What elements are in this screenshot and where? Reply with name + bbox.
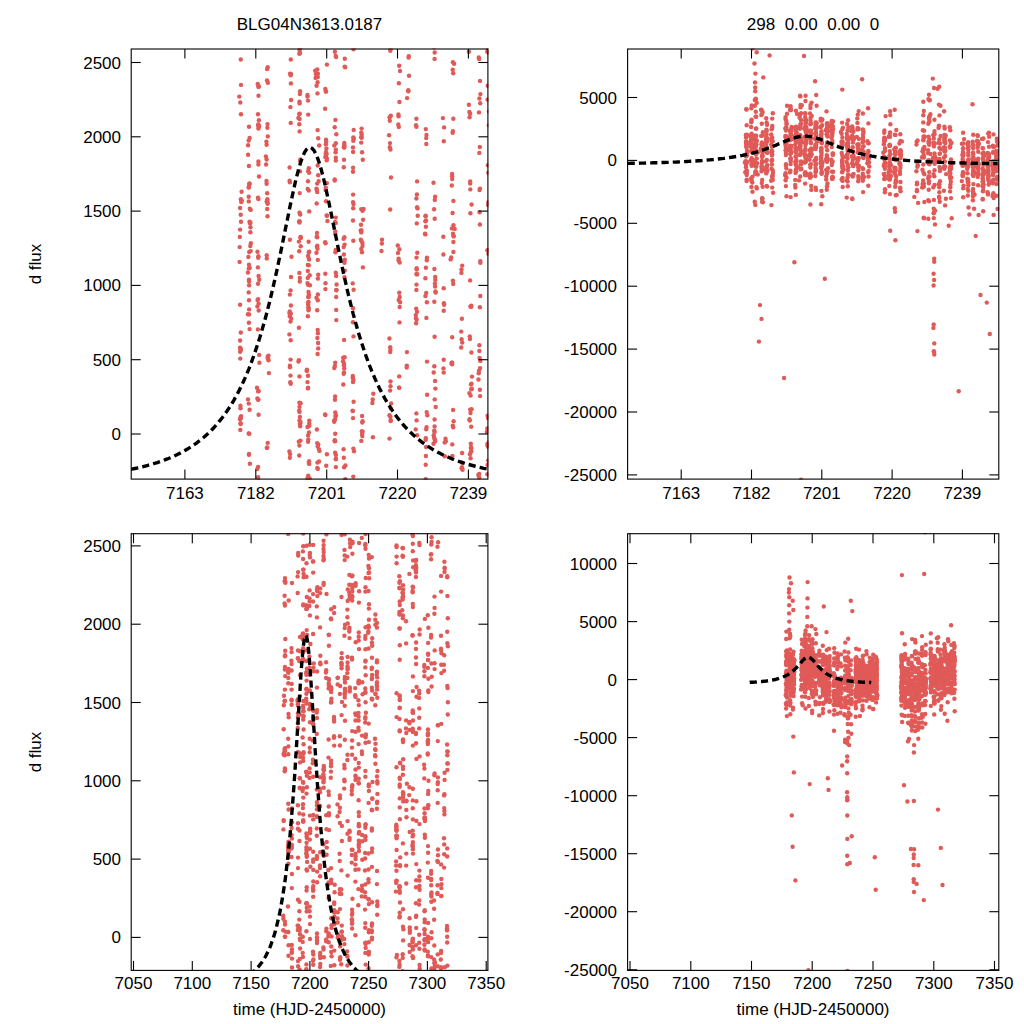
svg-text:-10000: -10000 (564, 277, 617, 296)
svg-text:7239: 7239 (449, 484, 487, 503)
svg-text:500: 500 (93, 351, 121, 370)
svg-text:298 0.00 0.00 0: 298 0.00 0.00 0 (747, 15, 879, 34)
svg-text:0: 0 (112, 425, 121, 444)
svg-text:d flux: d flux (26, 243, 45, 284)
svg-text:2500: 2500 (83, 537, 121, 556)
svg-text:7220: 7220 (379, 484, 417, 503)
svg-text:7163: 7163 (662, 484, 700, 503)
svg-text:0: 0 (608, 151, 617, 170)
svg-text:1000: 1000 (83, 276, 121, 295)
svg-text:7201: 7201 (308, 484, 346, 503)
svg-text:0: 0 (608, 671, 617, 690)
svg-text:time (HJD-2450000): time (HJD-2450000) (736, 1000, 889, 1019)
svg-text:-25000: -25000 (564, 961, 617, 980)
svg-text:-20000: -20000 (564, 903, 617, 922)
svg-text:7200: 7200 (793, 974, 831, 993)
svg-text:7050: 7050 (115, 974, 153, 993)
svg-text:7163: 7163 (166, 484, 204, 503)
svg-text:d flux: d flux (26, 731, 45, 772)
svg-text:1500: 1500 (83, 202, 121, 221)
svg-text:7250: 7250 (350, 974, 388, 993)
svg-text:BLG04N3613.0187: BLG04N3613.0187 (237, 15, 383, 34)
svg-text:7200: 7200 (291, 974, 329, 993)
svg-text:7300: 7300 (408, 974, 446, 993)
svg-text:-15000: -15000 (564, 845, 617, 864)
svg-text:-5000: -5000 (574, 729, 617, 748)
svg-text:-15000: -15000 (564, 340, 617, 359)
svg-text:7100: 7100 (173, 974, 211, 993)
svg-text:-5000: -5000 (574, 214, 617, 233)
svg-text:7350: 7350 (976, 974, 1014, 993)
svg-text:7250: 7250 (854, 974, 892, 993)
svg-text:2000: 2000 (83, 128, 121, 147)
svg-text:7350: 7350 (467, 974, 505, 993)
svg-text:-25000: -25000 (564, 466, 617, 485)
svg-text:-10000: -10000 (564, 787, 617, 806)
svg-text:1500: 1500 (83, 694, 121, 713)
svg-text:500: 500 (93, 850, 121, 869)
svg-text:7150: 7150 (232, 974, 270, 993)
svg-text:7220: 7220 (873, 484, 911, 503)
svg-text:7100: 7100 (672, 974, 710, 993)
svg-text:2000: 2000 (83, 615, 121, 634)
svg-text:7201: 7201 (803, 484, 841, 503)
svg-text:7239: 7239 (943, 484, 981, 503)
svg-text:1000: 1000 (83, 772, 121, 791)
svg-text:7300: 7300 (915, 974, 953, 993)
svg-text:5000: 5000 (579, 89, 617, 108)
svg-text:10000: 10000 (570, 555, 617, 574)
svg-text:7150: 7150 (733, 974, 771, 993)
svg-text:0: 0 (112, 928, 121, 947)
svg-text:7182: 7182 (733, 484, 771, 503)
svg-text:2500: 2500 (83, 54, 121, 73)
svg-text:7182: 7182 (237, 484, 275, 503)
svg-text:time (HJD-2450000): time (HJD-2450000) (233, 1000, 386, 1019)
svg-text:5000: 5000 (579, 613, 617, 632)
svg-text:-20000: -20000 (564, 403, 617, 422)
